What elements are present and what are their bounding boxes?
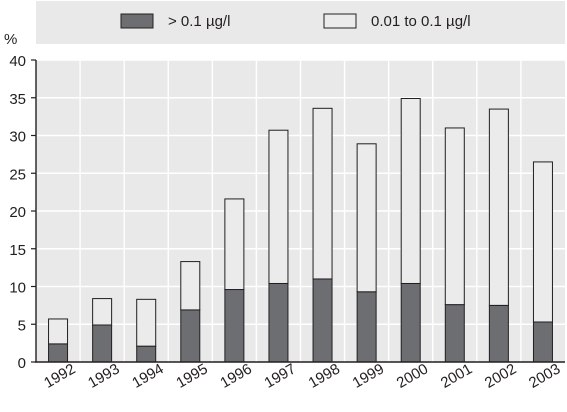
x-tick-label: 1998 bbox=[306, 360, 343, 391]
y-tick-labels: 0 5 10 15 20 25 30 35 40 bbox=[9, 53, 26, 372]
legend-swatch bbox=[120, 13, 154, 29]
y-tick-label: 15 bbox=[9, 242, 26, 259]
x-tick-label: 2000 bbox=[394, 360, 431, 391]
bar-segment-above-0-1-2000 bbox=[400, 282, 421, 363]
bar-segment-above-0-1-1995 bbox=[180, 309, 201, 363]
y-tick-label: 0 bbox=[18, 355, 26, 372]
x-tick-label: 1995 bbox=[173, 360, 210, 391]
bar-segment-above-0-1-1997 bbox=[268, 282, 289, 363]
bar-segment-0-01-to-0-1-2002 bbox=[488, 108, 509, 306]
y-tick-label: 35 bbox=[9, 91, 26, 108]
bars bbox=[48, 98, 553, 363]
legend: > 0.1 µg/l 0.01 to 0.1 µg/l bbox=[120, 13, 471, 30]
y-unit-label: % bbox=[4, 31, 17, 48]
bar-segment-above-0-1-1999 bbox=[356, 291, 377, 363]
y-tick-label: 30 bbox=[9, 129, 26, 146]
bar-segment-0-01-to-0-1-1994 bbox=[136, 298, 157, 347]
bar-segment-above-0-1-1994 bbox=[136, 345, 157, 363]
x-tick-label: 2003 bbox=[526, 360, 563, 391]
bar-segment-above-0-1-1993 bbox=[92, 324, 113, 363]
bar-segment-0-01-to-0-1-1996 bbox=[224, 198, 245, 291]
bar-segment-0-01-to-0-1-1997 bbox=[268, 129, 289, 284]
x-tick-label: 1999 bbox=[350, 360, 387, 391]
y-tick-label: 40 bbox=[9, 53, 26, 70]
x-tick-label: 2002 bbox=[482, 360, 519, 391]
bar-segment-0-01-to-0-1-1998 bbox=[312, 107, 333, 280]
y-tick-label: 25 bbox=[9, 166, 26, 183]
x-tick-label: 1994 bbox=[129, 360, 166, 391]
gridlines bbox=[36, 59, 565, 362]
legend-swatch bbox=[323, 13, 357, 29]
x-tick-label: 1996 bbox=[217, 360, 254, 391]
bar-segment-above-0-1-1996 bbox=[224, 289, 245, 363]
y-tick-label: 10 bbox=[9, 280, 26, 297]
x-tick-labels: 1992 1993 1994 1995 1996 1997 1998 1999 2000 2001… bbox=[41, 360, 563, 391]
y-tick-label: 20 bbox=[9, 204, 26, 221]
legend-band bbox=[36, 1, 565, 44]
bar-segment-0-01-to-0-1-2000 bbox=[400, 98, 421, 284]
bar-segment-above-0-1-1992 bbox=[48, 343, 69, 363]
bar-segment-0-01-to-0-1-2003 bbox=[532, 161, 553, 323]
bar-segment-0-01-to-0-1-1992 bbox=[48, 318, 69, 345]
bar-segment-0-01-to-0-1-1993 bbox=[92, 298, 113, 326]
x-tick-label: 2001 bbox=[438, 360, 475, 391]
bar-segment-above-0-1-2003 bbox=[532, 321, 553, 363]
bar-segment-0-01-to-0-1-1995 bbox=[180, 261, 201, 311]
legend-label: 0.01 to 0.1 µg/l bbox=[371, 13, 471, 30]
x-tick-label: 1992 bbox=[41, 360, 78, 391]
x-tick-label: 1993 bbox=[85, 360, 122, 391]
bar-segment-0-01-to-0-1-2001 bbox=[444, 127, 465, 306]
y-tick-label: 5 bbox=[18, 317, 26, 334]
bar-segment-above-0-1-2001 bbox=[444, 304, 465, 363]
legend-label: > 0.1 µg/l bbox=[168, 13, 230, 30]
bar-segment-above-0-1-1998 bbox=[312, 278, 333, 363]
axes bbox=[31, 59, 565, 363]
bar-segment-above-0-1-2002 bbox=[488, 304, 509, 363]
bar-segment-0-01-to-0-1-1999 bbox=[356, 143, 377, 293]
x-tick-label: 1997 bbox=[262, 360, 299, 391]
